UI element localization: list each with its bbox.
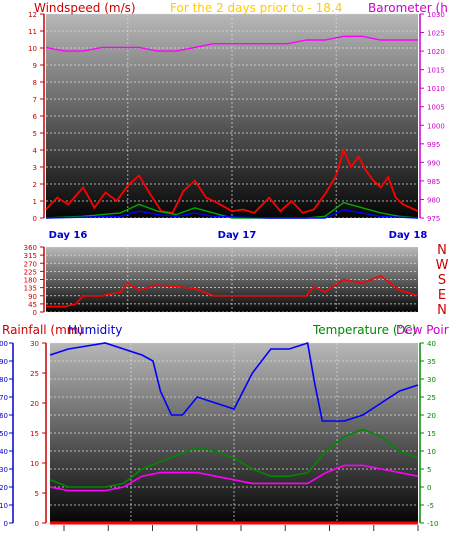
windspeed-left-tick-label-4: 4: [33, 147, 38, 155]
barometer-tick-label-1: 980: [427, 196, 440, 204]
windspeed-left-tick-label-9: 9: [33, 62, 37, 70]
date-label-0: Day 16: [49, 230, 88, 241]
direction-tick-label-8: 360: [24, 244, 37, 252]
windspeed-series-gust: [45, 201, 419, 219]
compass-label-0: N: [437, 243, 447, 258]
direction-tick-label-2: 90: [28, 293, 37, 301]
temperature-tick-label-4: 10: [427, 448, 436, 456]
compass-label-1: W: [436, 258, 449, 273]
compass-label-2: S: [438, 273, 446, 288]
rainfall-tick-label-1: 10: [0, 502, 8, 510]
rainfall-tick-label-10: 100: [0, 340, 8, 348]
rainfall-tick-label-0: 0: [4, 520, 8, 528]
windspeed-left-tick-label-1: 1: [33, 198, 37, 206]
barometer-tick-label-7: 1010: [427, 85, 445, 93]
temperature-title: Temperature (°C): [312, 323, 417, 337]
windspeed-left-tick-label-0: 0: [33, 215, 37, 223]
date-label-2: Day 18: [389, 230, 428, 241]
temperature-tick-label-8: 30: [427, 376, 436, 384]
direction-tick-label-4: 180: [24, 277, 37, 285]
temperature-tick-label-9: 35: [427, 358, 436, 366]
windspeed-left-tick-label-10: 10: [28, 45, 37, 53]
direction-tick-label-5: 225: [24, 268, 37, 276]
compass-label-4: N: [437, 303, 447, 318]
humidity-tick-label-3: 15: [30, 430, 39, 438]
temperature-tick-label-5: 15: [427, 430, 436, 438]
direction-tick-label-1: 45: [28, 301, 37, 309]
windspeed-left-tick-label-3: 3: [33, 164, 37, 172]
compass-label-3: E: [438, 288, 446, 303]
windspeed-title: Windspeed (m/s): [34, 1, 136, 15]
humidity-tick-label-4: 20: [30, 400, 39, 408]
humidity-tick-label-5: 25: [30, 370, 39, 378]
barometer-tick-label-4: 995: [427, 141, 440, 149]
direction-tick-label-7: 315: [24, 252, 37, 260]
direction-series-line: [46, 274, 419, 308]
barometer-tick-label-9: 1020: [427, 48, 445, 56]
rainfall-tick-label-8: 80: [0, 376, 8, 384]
humidity-tick-label-2: 10: [30, 460, 39, 468]
barometer-tick-label-6: 1005: [427, 104, 445, 112]
temperature-tick-label-0: -10: [427, 520, 438, 528]
barometer-tick-label-5: 1000: [427, 122, 445, 130]
rainfall-tick-label-6: 60: [0, 412, 8, 420]
windspeed-series-average: [45, 208, 419, 219]
barometer-tick-label-2: 985: [427, 178, 440, 186]
windspeed-left-tick-label-11: 11: [28, 28, 37, 36]
windspeed-series-barometer: [45, 35, 418, 52]
direction-tick-label-6: 270: [24, 260, 37, 268]
direction-tick-label-0: 0: [33, 309, 37, 317]
barometer-title: Barometer (h: [368, 1, 448, 15]
rainfall-tick-label-5: 50: [0, 430, 8, 438]
temperature-tick-label-2: 0: [427, 484, 431, 492]
humidity-tick-label-6: 30: [30, 340, 39, 348]
windspeed-left-tick-label-6: 6: [33, 113, 38, 121]
climate-series-temperature: [49, 428, 419, 488]
temperature-tick-label-7: 25: [427, 394, 436, 402]
temperature-tick-label-6: 20: [427, 412, 436, 420]
windspeed-left-tick-label-8: 8: [33, 79, 37, 87]
windspeed-left-tick-label-12: 12: [28, 11, 37, 19]
climate-series-dew-point: [49, 464, 419, 492]
barometer-tick-label-0: 975: [427, 215, 440, 223]
rainfall-tick-label-2: 20: [0, 484, 8, 492]
rainfall-tick-label-7: 70: [0, 394, 8, 402]
windspeed-series-windspeed: [45, 147, 419, 214]
barometer-tick-label-11: 1030: [427, 11, 445, 19]
temperature-tick-label-1: -5: [427, 502, 434, 510]
rainfall-title: Rainfall (mm): [2, 323, 83, 337]
humidity-title: Humidity: [68, 323, 122, 337]
temperature-tick-label-3: 5: [427, 466, 431, 474]
windspeed-left-tick-label-5: 5: [33, 130, 37, 138]
dewpoint-title: Dew Poir: [396, 323, 449, 337]
climate-series-humidity: [49, 341, 419, 422]
chart-subtitle: For the 2 days prior to - 18.4: [170, 1, 342, 15]
windspeed-left-tick-label-7: 7: [33, 96, 37, 104]
barometer-tick-label-8: 1015: [427, 67, 445, 75]
rainfall-tick-label-3: 30: [0, 466, 8, 474]
barometer-tick-label-10: 1025: [427, 30, 445, 38]
rainfall-tick-label-4: 40: [0, 448, 8, 456]
humidity-tick-label-0: 0: [35, 520, 39, 528]
windspeed-left-tick-label-2: 2: [33, 181, 37, 189]
direction-tick-label-3: 135: [24, 285, 37, 293]
humidity-tick-label-1: 5: [35, 490, 39, 498]
temperature-tick-label-10: 40: [427, 340, 436, 348]
date-label-1: Day 17: [218, 230, 257, 241]
barometer-tick-label-3: 990: [427, 159, 440, 167]
rainfall-tick-label-9: 90: [0, 358, 8, 366]
